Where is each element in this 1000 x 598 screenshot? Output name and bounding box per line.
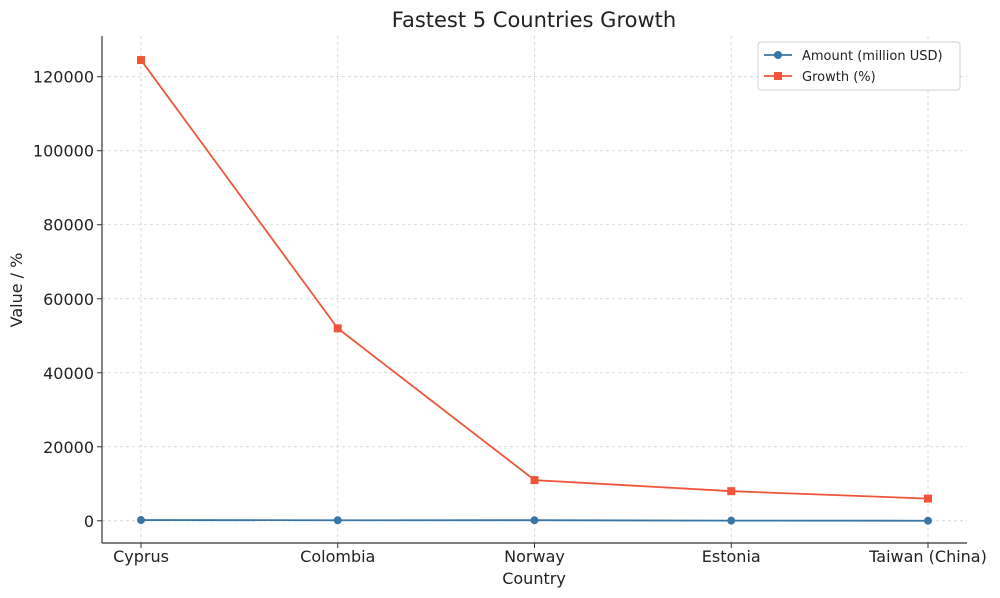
- data-point-square: [727, 487, 736, 496]
- data-point-circle: [727, 516, 736, 525]
- x-tick-label: Cyprus: [113, 547, 169, 566]
- grid: [102, 36, 967, 543]
- y-tick-label: 80000: [43, 216, 94, 235]
- y-tick-label: 60000: [43, 290, 94, 309]
- y-tick-label: 100000: [33, 142, 94, 161]
- y-tick-label: 20000: [43, 438, 94, 457]
- data-point-circle: [137, 516, 145, 525]
- legend-marker-circle: [774, 51, 782, 59]
- data-point-circle: [924, 516, 932, 525]
- x-tick-label: Estonia: [702, 547, 761, 566]
- y-ticks: 0 20000 40000 60000 80000 100000 120000: [33, 68, 102, 531]
- y-axis-title: Value / %: [7, 253, 26, 328]
- legend-box: [757, 41, 961, 91]
- x-tick-label: Taiwan (China): [868, 547, 987, 566]
- x-tick-label: Norway: [504, 547, 565, 566]
- data-point-square: [924, 494, 932, 503]
- legend: Amount (million USD) Growth (%): [757, 41, 961, 91]
- x-axis-title: Country: [502, 569, 566, 588]
- legend-label: Amount (million USD): [802, 49, 943, 64]
- series-layer: [137, 56, 932, 525]
- chart-title: Fastest 5 Countries Growth: [392, 8, 676, 32]
- legend-marker-square: [774, 72, 782, 80]
- data-point-square: [530, 476, 539, 485]
- y-tick-label: 0: [84, 512, 94, 531]
- x-ticks: Cyprus Colombia Norway Estonia Taiwan (China…: [113, 543, 987, 566]
- data-point-circle: [530, 516, 539, 525]
- y-tick-label: 120000: [33, 68, 94, 87]
- data-point-circle: [333, 516, 342, 525]
- y-tick-label: 40000: [43, 364, 94, 383]
- data-point-square: [333, 324, 342, 333]
- data-point-square: [137, 56, 145, 65]
- legend-label: Growth (%): [802, 70, 876, 85]
- x-tick-label: Colombia: [300, 547, 375, 566]
